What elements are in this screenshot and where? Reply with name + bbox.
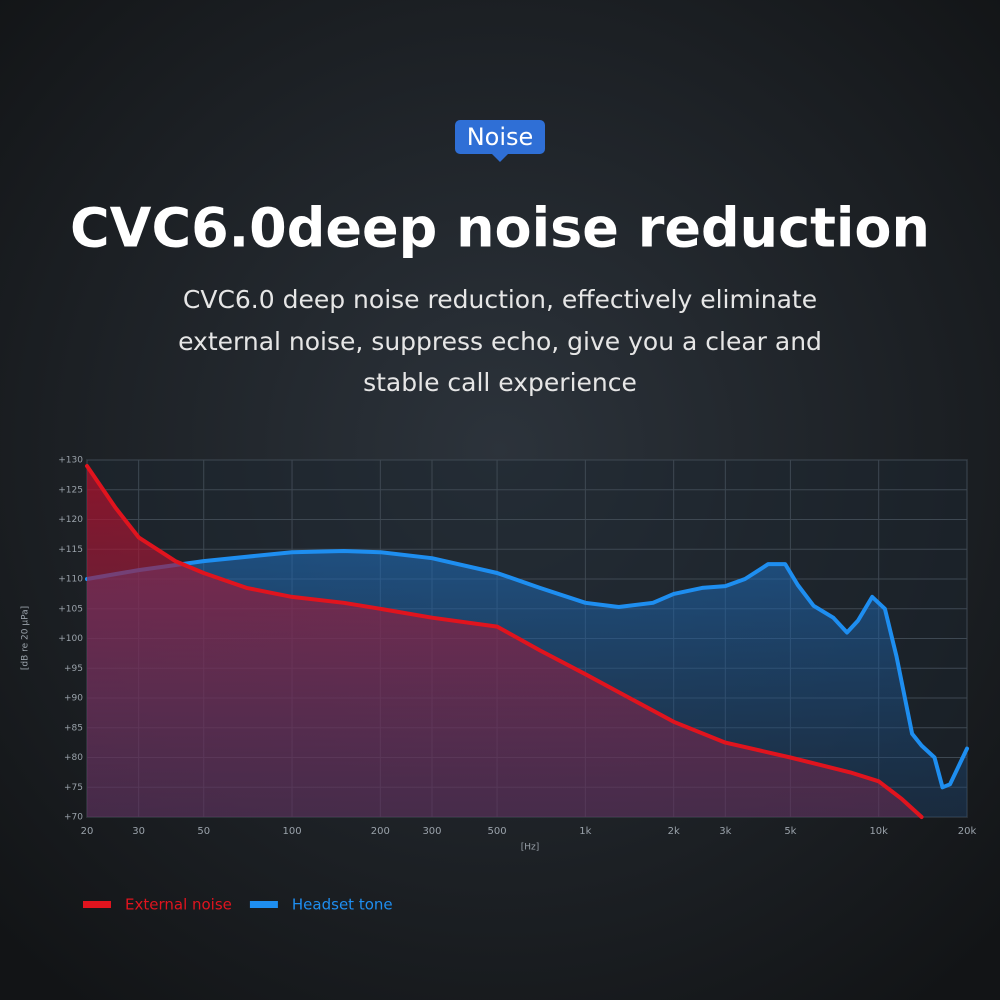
y-tick-label: +95	[64, 664, 83, 674]
y-tick-label: +90	[64, 694, 83, 704]
x-tick-label: 10k	[869, 826, 888, 837]
x-tick-label: 5k	[784, 826, 796, 837]
x-tick-label: 200	[371, 826, 390, 837]
y-tick-label: +120	[58, 515, 83, 525]
y-tick-label: +125	[58, 485, 83, 495]
area-fill	[87, 466, 922, 817]
subtitle: CVC6.0 deep noise reduction, effectively…	[183, 285, 817, 314]
x-tick-label: 500	[488, 826, 507, 837]
chart: +70 +75 +80 +85 +90 +95 +100 +105 +110 +115 +120 +1…	[21, 456, 977, 914]
y-tick-label: +70	[64, 813, 83, 823]
badge-box	[455, 120, 545, 154]
x-axis-label: [Hz]	[521, 843, 540, 853]
x-tick-label: 2k	[668, 826, 680, 837]
x-tick-label: 3k	[719, 826, 731, 837]
y-tick-label: +110	[58, 575, 83, 585]
subtitle: external noise, suppress echo, give you …	[178, 327, 822, 356]
series-line	[85, 464, 924, 819]
subtitle: stable call experience	[363, 368, 637, 397]
y-tick-label: +105	[58, 604, 83, 614]
series-line	[85, 549, 969, 790]
y-tick-label: +85	[64, 723, 83, 733]
y-tick-label: +100	[58, 634, 83, 644]
y-axis-label: [dB re 20 μPa]	[21, 606, 31, 670]
x-tick-label: 20	[81, 826, 94, 837]
x-tick-label: 50	[197, 826, 210, 837]
x-tick-label: 30	[132, 826, 145, 837]
x-tick-label: 300	[422, 826, 441, 837]
y-tick-label: +130	[58, 456, 83, 466]
legend-swatch	[83, 901, 111, 908]
x-tick-label: 20k	[958, 826, 977, 837]
legend-label: Headset tone	[292, 896, 393, 914]
y-tick-label: +75	[64, 783, 83, 793]
legend-swatch	[249, 901, 278, 908]
x-tick-label: 100	[282, 826, 301, 837]
y-tick-label: +115	[58, 545, 83, 555]
badge-pointer	[492, 154, 508, 162]
y-tick-label: +80	[64, 753, 83, 763]
badge: Noise	[467, 123, 534, 151]
title: CVC6.0deep noise reduction	[70, 197, 930, 260]
legend-label: External noise	[125, 896, 232, 914]
x-tick-label: 1k	[579, 826, 591, 837]
